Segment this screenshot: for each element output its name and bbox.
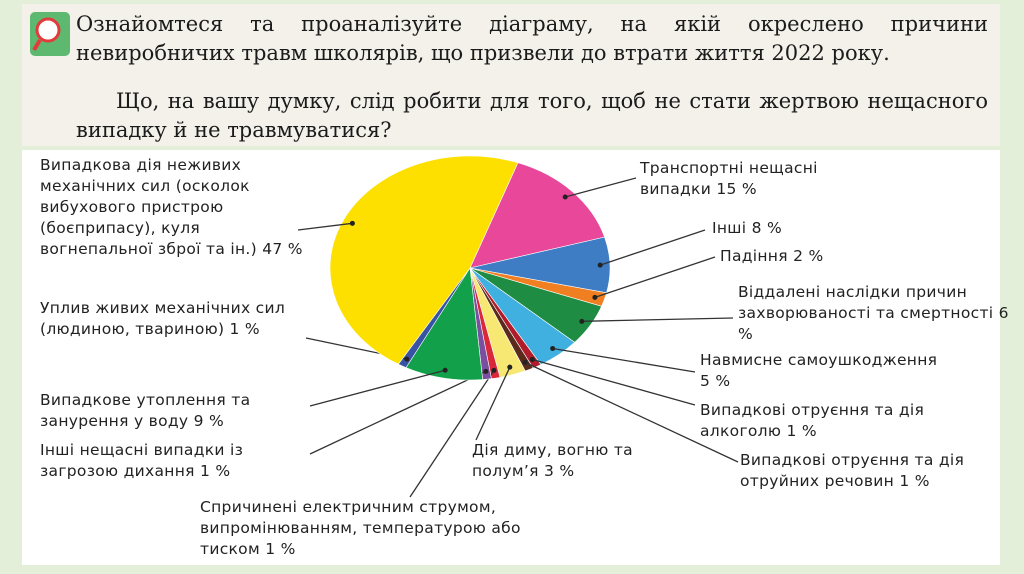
instruction: Ознайомтеся та проаналізуйте діаграму, н… xyxy=(76,12,988,65)
leader-dot xyxy=(579,318,585,324)
leader-dot xyxy=(522,359,528,365)
pie-slice xyxy=(405,267,484,381)
value-label: 5 % xyxy=(700,372,731,390)
leader-dot xyxy=(349,220,355,226)
slice-label: Спричинені електричним струмом, випромін… xyxy=(200,497,560,560)
value-label: 8 % xyxy=(751,219,783,237)
leader-dot xyxy=(442,367,448,373)
leader-dot xyxy=(550,345,556,351)
value-label: 15 % xyxy=(716,180,757,198)
leader-line xyxy=(309,369,446,407)
leader-line xyxy=(552,347,696,373)
slice-label: Випадкова дія неживих механічних сил (ос… xyxy=(40,155,315,260)
slice-label: Випадкове утоплення та занурення у воду … xyxy=(40,390,315,432)
category-label: Віддалені наслідки причин захворюваності… xyxy=(738,283,994,322)
leader-line xyxy=(309,370,487,455)
value-label: 47 % xyxy=(262,240,303,258)
category-label: Випадкові отруєння та дія отруйних речов… xyxy=(740,451,965,490)
slice-label: Випадкові отруєння та дія алкоголю 1 % xyxy=(700,400,925,442)
leader-line xyxy=(297,222,353,231)
leader-dot xyxy=(483,368,489,374)
leader-line xyxy=(581,317,734,322)
leader-dot xyxy=(562,194,568,200)
leader-line xyxy=(565,177,637,198)
task-box xyxy=(22,4,1000,146)
leader-dot xyxy=(491,367,497,373)
category-label: Спричинені електричним струмом, випромін… xyxy=(200,498,521,558)
category-label: Падіння xyxy=(720,247,788,265)
slice-label: Уплив живих механічних сил (людиною, тва… xyxy=(40,298,325,340)
value-label: 9 % xyxy=(193,412,225,430)
value-label: 3 % xyxy=(543,462,575,480)
slice-label: Інші нещасні випадки із загрозою дихання… xyxy=(40,440,320,482)
icon xyxy=(30,12,70,56)
leader-line xyxy=(524,361,739,463)
slice-label: Випадкові отруєння та дія отруйних речов… xyxy=(740,450,975,492)
category-label: Уплив живих механічних сил (людиною, тва… xyxy=(40,299,286,338)
leader-dot xyxy=(592,294,598,300)
leader-line xyxy=(594,256,716,299)
pie-slice xyxy=(469,162,605,269)
category-label: Транспортні нещасні випадки xyxy=(640,159,818,198)
value-label: 1 % xyxy=(265,540,296,558)
leader-line xyxy=(599,229,706,266)
category-label: Випадкові отруєння та дія алкоголю xyxy=(700,401,925,440)
leader-line xyxy=(532,358,696,406)
leader-line xyxy=(475,366,511,441)
leader-dot xyxy=(529,356,535,362)
leader-dot xyxy=(597,262,603,268)
category-label: Дія диму, вогню та полум’я xyxy=(472,441,633,480)
category-label: Навмисне самоушкодження xyxy=(700,351,938,369)
slice-label: Дія диму, вогню та полум’я 3 % xyxy=(472,440,642,482)
question: Що, на вашу думку, слід робити для того,… xyxy=(76,89,988,142)
value-label: 1 % xyxy=(899,472,930,490)
value-label: 6 % xyxy=(738,304,1009,343)
value-label: 1 % xyxy=(786,422,817,440)
category-label: Інші xyxy=(712,219,747,237)
category-label: Інші нещасні випадки із загрозою дихання xyxy=(40,441,244,480)
leader-line xyxy=(409,370,495,498)
slice-label: Навмисне самоушкодження 5 % xyxy=(700,350,945,392)
value-label: 1 % xyxy=(229,320,260,338)
pie-slice xyxy=(329,155,519,365)
leader-dot xyxy=(507,364,513,370)
slice-label: Інші 8 % xyxy=(712,218,832,239)
value-label: 1 % xyxy=(200,462,231,480)
value-label: 2 % xyxy=(793,247,824,265)
slice-label: Падіння 2 % xyxy=(720,246,880,267)
slice-label: Транспортні нещасні випадки 15 % xyxy=(640,158,870,200)
slice-label: Віддалені наслідки причин захворюваності… xyxy=(738,282,1013,345)
category-label: Випадкове утоплення та занурення у воду xyxy=(40,391,251,430)
leader-dot xyxy=(404,356,410,362)
category-label: Випадкова дія неживих механічних сил (ос… xyxy=(40,156,257,258)
